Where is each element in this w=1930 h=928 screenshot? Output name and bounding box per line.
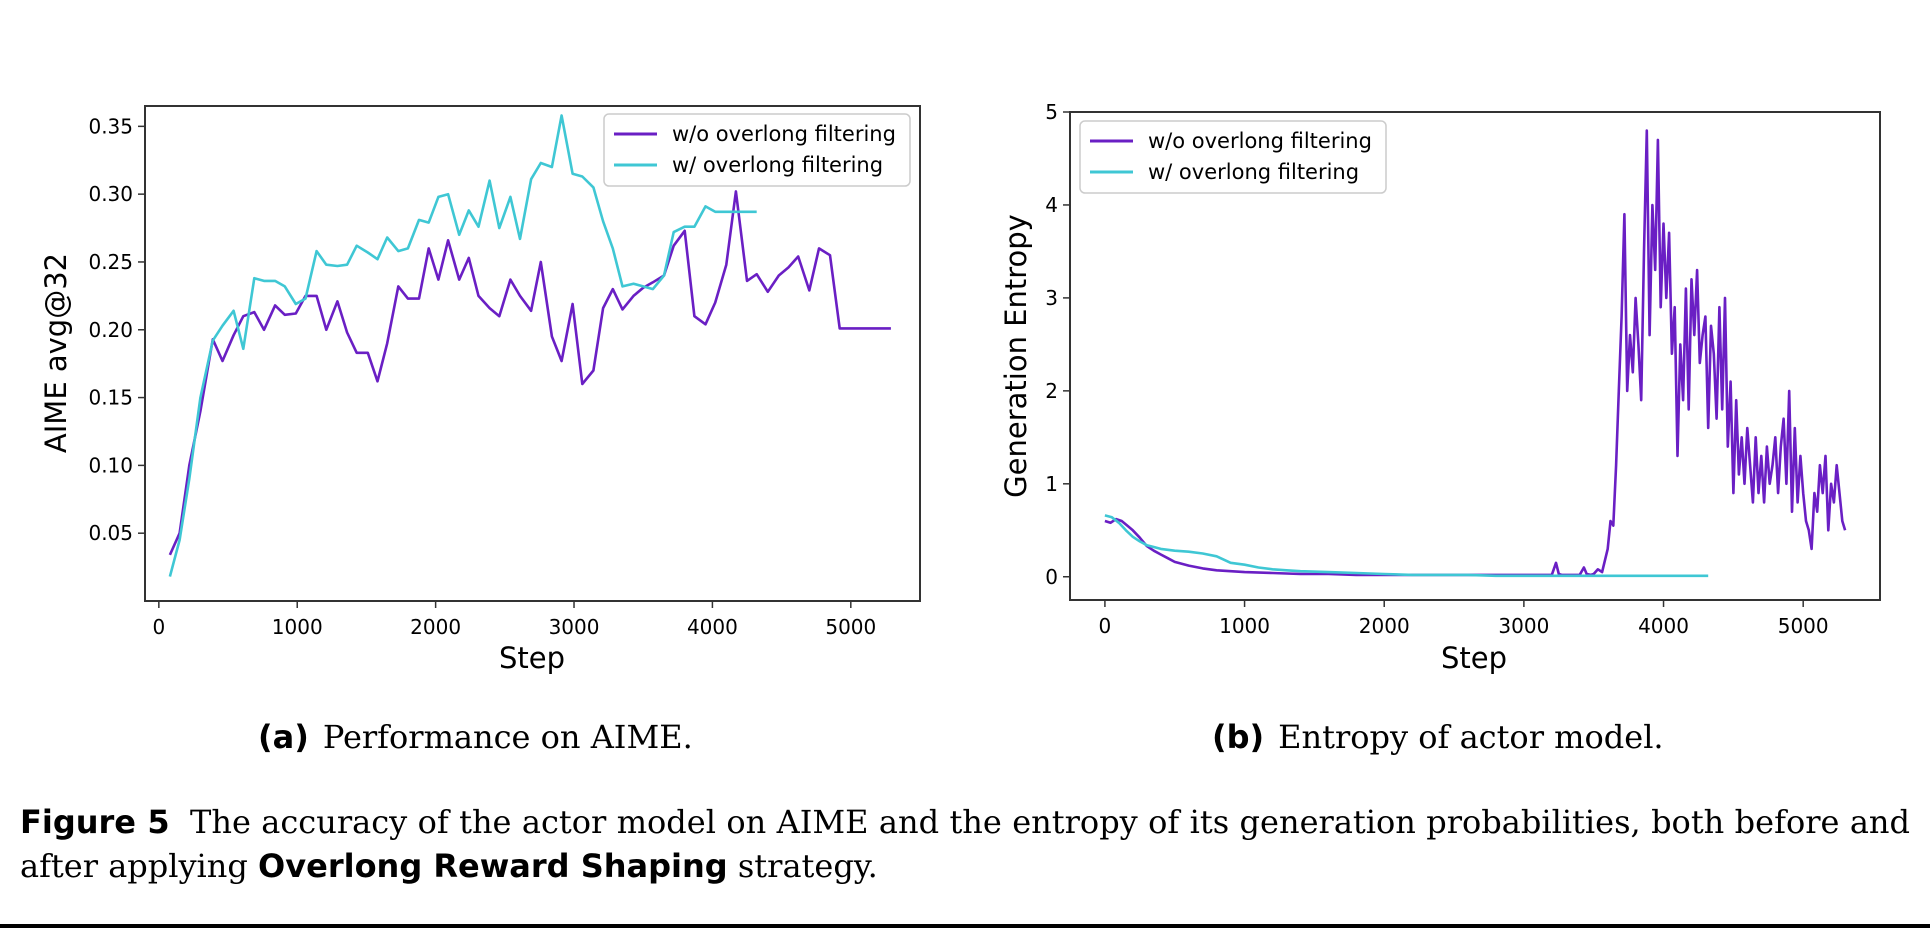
legend: w/o overlong filtering w/ overlong filte… — [603, 113, 911, 187]
y-tick-label: 0.15 — [88, 386, 133, 410]
y-tick-label: 0.10 — [88, 453, 133, 477]
y-tick-label: 5 — [1045, 100, 1058, 124]
legend-label-w: w/ overlong filtering — [672, 153, 883, 177]
bottom-rule — [0, 924, 1930, 928]
legend-box — [1079, 120, 1387, 194]
panel-caption-b: (b) Entropy of actor model. — [1212, 718, 1664, 756]
x-tick-label: 5000 — [1778, 614, 1829, 638]
x-tick-label: 4000 — [687, 615, 738, 639]
x-axis-label: Step — [1441, 641, 1507, 675]
panel-text-b: Entropy of actor model. — [1278, 718, 1664, 756]
x-tick-label: 0 — [152, 615, 165, 639]
x-tick-label: 2000 — [410, 615, 461, 639]
legend: w/o overlong filtering w/ overlong filte… — [1079, 120, 1387, 194]
series-line-w-filtering — [1104, 514, 1709, 578]
x-tick-label: 3000 — [549, 615, 600, 639]
figure-caption: Figure 5 The accuracy of the actor model… — [20, 800, 1910, 888]
series-line-wo-filtering — [168, 190, 891, 556]
panel-tag-a: (a) — [258, 718, 309, 756]
y-axis-label: AIME avg@32 — [39, 253, 73, 453]
y-axis-label: Generation Entropy — [999, 214, 1033, 498]
y-tick-label: 0.25 — [88, 250, 133, 274]
panel-text-a: Performance on AIME. — [322, 718, 693, 756]
legend-label-w: w/ overlong filtering — [1148, 160, 1359, 184]
y-tick-label: 1 — [1045, 472, 1058, 496]
y-tick-label: 0.30 — [88, 182, 133, 206]
x-tick-label: 2000 — [1359, 614, 1410, 638]
x-tick-label: 5000 — [825, 615, 876, 639]
legend-label-wo: w/o overlong filtering — [1148, 129, 1372, 153]
x-tick-label: 4000 — [1638, 614, 1689, 638]
y-tick-label: 0 — [1045, 565, 1058, 589]
panel-caption-a: (a) Performance on AIME. — [258, 718, 693, 756]
chart-aime-performance: 0 1000 2000 3000 4000 5000 0.05 0.10 0.15 0.20 0.… — [39, 105, 921, 675]
figure-label: Figure 5 — [20, 803, 170, 841]
caption-text: The accuracy of the actor model on AIME … — [20, 803, 1911, 885]
y-tick-label: 2 — [1045, 379, 1058, 403]
x-tick-label: 1000 — [272, 615, 323, 639]
y-tick-label: 3 — [1045, 286, 1058, 310]
y-tick-label: 0.05 — [88, 521, 133, 545]
y-tick-label: 0.35 — [88, 114, 133, 138]
caption-tail: strategy. — [737, 847, 878, 885]
x-tick-label: 0 — [1099, 614, 1112, 638]
y-tick-label: 0.20 — [88, 318, 133, 342]
caption-strategy: Overlong Reward Shaping — [258, 847, 728, 885]
panel-tag-b: (b) — [1212, 718, 1265, 756]
series-line-w-filtering — [168, 114, 757, 577]
x-tick-label: 1000 — [1219, 614, 1270, 638]
legend-label-wo: w/o overlong filtering — [672, 122, 896, 146]
y-tick-label: 4 — [1045, 193, 1058, 217]
legend-box — [603, 113, 911, 187]
x-tick-label: 3000 — [1498, 614, 1549, 638]
chart-generation-entropy: 0 1000 2000 3000 4000 5000 0 1 2 3 4 5 Step Genera… — [999, 100, 1881, 675]
x-axis-label: Step — [499, 641, 565, 675]
plot-frame — [144, 105, 921, 602]
